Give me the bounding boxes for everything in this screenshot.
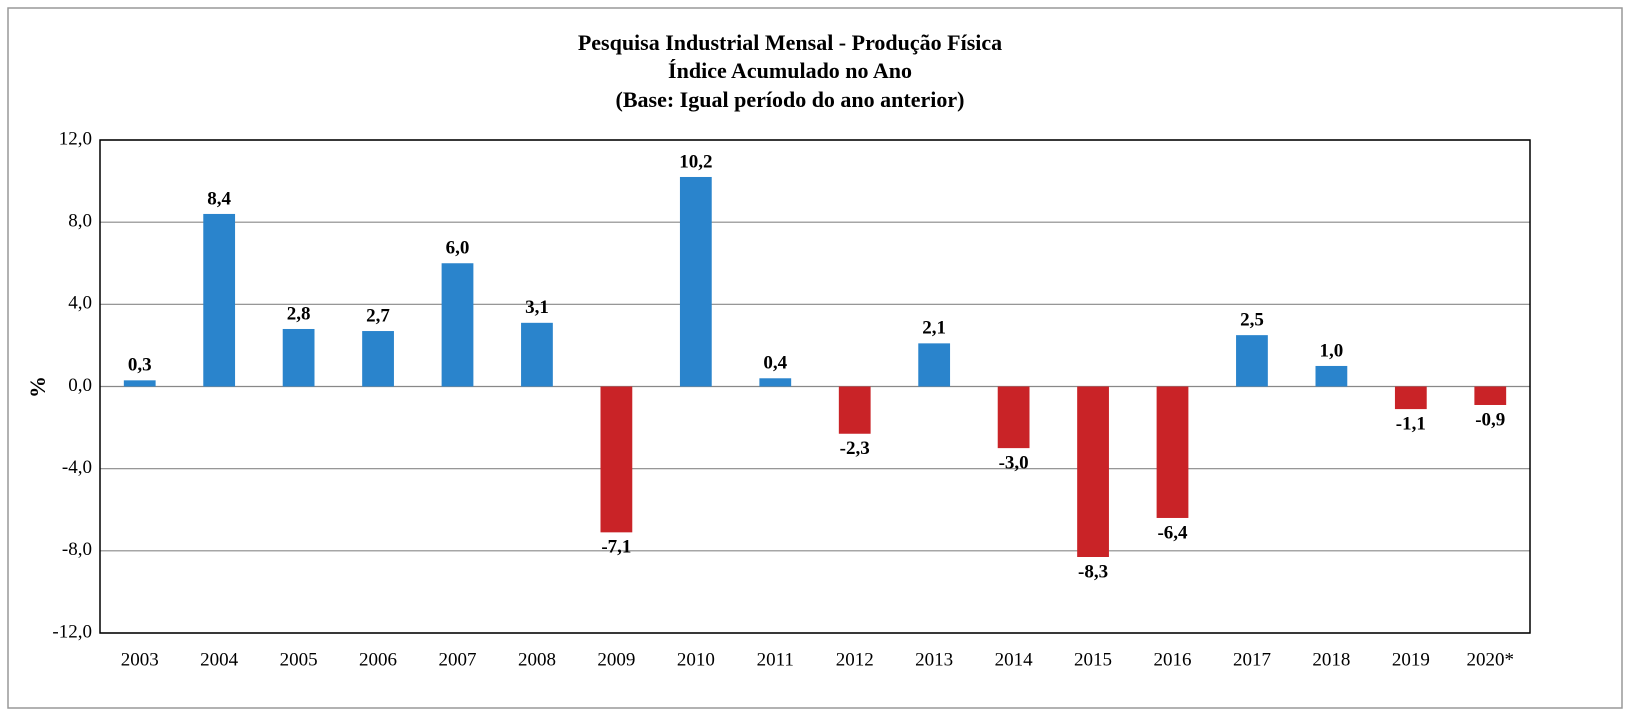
bar: [1077, 386, 1109, 557]
bar: [679, 176, 712, 387]
y-tick-label: 0,0: [68, 375, 92, 396]
value-label: 0,3: [128, 355, 152, 376]
x-tick-label: 2003: [121, 649, 159, 670]
x-tick-label: 2014: [995, 649, 1034, 670]
x-tick-label: 2020*: [1467, 649, 1515, 670]
chart-title: Pesquisa Industrial Mensal - Produção Fí…: [578, 30, 1002, 55]
value-label: -0,9: [1475, 409, 1505, 430]
bar: [1315, 365, 1348, 387]
bar: [282, 328, 315, 387]
value-label: 8,4: [207, 188, 231, 209]
x-tick-label: 2012: [836, 649, 874, 670]
x-tick-label: 2013: [915, 649, 953, 670]
bar: [918, 343, 951, 387]
x-tick-label: 2007: [439, 649, 477, 670]
x-tick-label: 2008: [518, 649, 556, 670]
y-tick-label: -8,0: [62, 539, 92, 560]
value-label: -7,1: [601, 537, 631, 558]
x-tick-label: 2005: [280, 649, 318, 670]
value-label: -6,4: [1157, 522, 1188, 543]
bar: [521, 322, 553, 387]
value-label: -8,3: [1078, 561, 1108, 582]
y-tick-label: 8,0: [68, 211, 92, 232]
chart-frame: [7, 7, 1623, 709]
bar: [203, 213, 236, 387]
chart-title: (Base: Igual período do ano anterior): [616, 87, 965, 112]
value-label: 2,1: [922, 318, 946, 339]
x-tick-label: 2017: [1233, 649, 1271, 670]
y-tick-label: 4,0: [68, 293, 92, 314]
value-label: 10,2: [679, 151, 712, 172]
bar: [123, 380, 156, 387]
bar: [1394, 386, 1427, 410]
bar: [1474, 386, 1507, 405]
x-tick-label: 2009: [597, 649, 635, 670]
value-label: 3,1: [525, 297, 549, 318]
y-tick-label: -4,0: [62, 457, 92, 478]
x-tick-label: 2018: [1312, 649, 1350, 670]
x-tick-label: 2016: [1154, 649, 1192, 670]
value-label: -3,0: [999, 452, 1029, 473]
value-label: 1,0: [1320, 340, 1344, 361]
x-tick-label: 2006: [359, 649, 397, 670]
bar: [838, 386, 871, 434]
y-tick-label: -12,0: [52, 621, 92, 642]
bar: [1236, 335, 1268, 387]
value-label: 2,5: [1240, 310, 1264, 331]
bar: [362, 331, 394, 387]
x-tick-label: 2015: [1074, 649, 1112, 670]
y-tick-label: 12,0: [59, 128, 92, 149]
chart-title: Índice Acumulado no Ano: [668, 58, 912, 83]
bar: [441, 263, 474, 387]
x-tick-label: 2004: [200, 649, 239, 670]
value-label: 6,0: [446, 238, 470, 259]
value-label: 2,8: [287, 303, 311, 324]
y-axis-label: %: [25, 376, 50, 398]
bar: [759, 378, 792, 387]
bar: [997, 386, 1030, 449]
value-label: -1,1: [1396, 413, 1426, 434]
plot-border: [99, 139, 1531, 634]
bar: [1156, 386, 1189, 518]
value-label: -2,3: [840, 438, 870, 459]
x-tick-label: 2011: [757, 649, 794, 670]
value-label: 0,4: [763, 353, 787, 374]
bar: [600, 386, 633, 533]
x-tick-label: 2010: [677, 649, 715, 670]
value-label: 2,7: [366, 305, 390, 326]
x-tick-label: 2019: [1392, 649, 1430, 670]
